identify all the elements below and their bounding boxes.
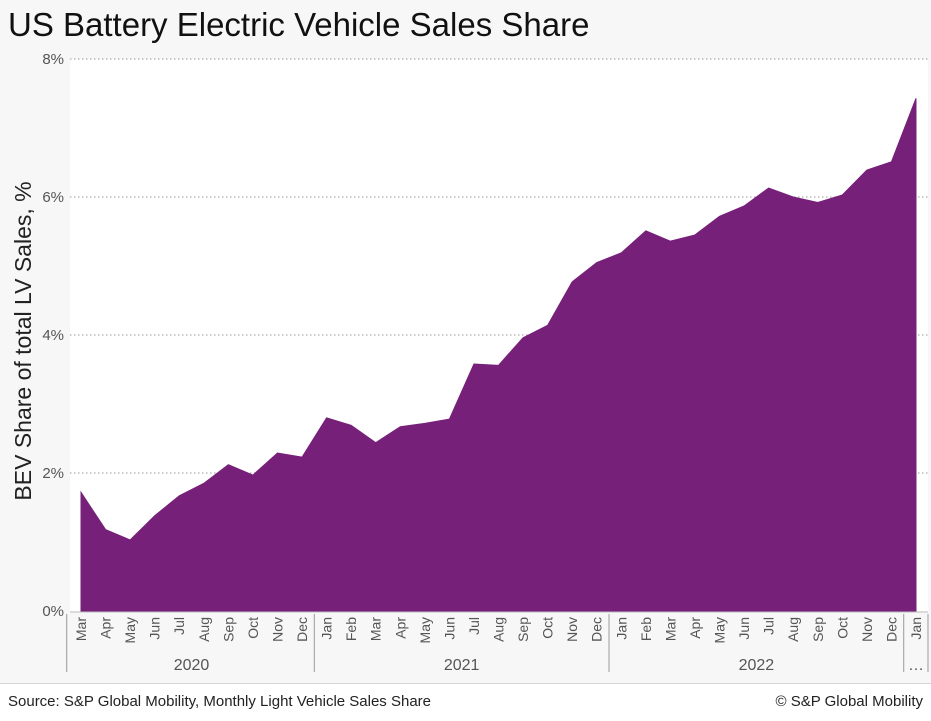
- x-tick-label: Jul: [761, 617, 777, 635]
- x-tick-label: Feb: [638, 617, 654, 641]
- x-tick-label: Mar: [73, 617, 89, 641]
- x-tick-label: Dec: [589, 617, 605, 642]
- x-tick-label: Sep: [220, 617, 236, 642]
- bev-share-area: [80, 98, 917, 612]
- year-label: 2022: [739, 657, 775, 674]
- copyright-credit: © S&P Global Mobility: [775, 693, 923, 710]
- x-tick-label: Oct: [245, 617, 261, 639]
- x-tick-label: Jun: [736, 617, 752, 640]
- y-tick-label: 4%: [42, 327, 64, 344]
- x-tick-label: Nov: [859, 617, 875, 642]
- y-tick-label: 2%: [42, 465, 64, 482]
- x-tick-label: Aug: [196, 617, 212, 642]
- y-tick-label: 8%: [42, 51, 64, 68]
- year-label: 2020: [174, 657, 210, 674]
- x-tick-label: Oct: [834, 617, 850, 639]
- y-axis-title: BEV Share of total LV Sales, %: [10, 181, 36, 500]
- x-tick-label: Jan: [319, 617, 335, 640]
- x-tick-label: Mar: [368, 617, 384, 641]
- year-label: …: [908, 657, 924, 674]
- x-tick-label: Nov: [270, 617, 286, 642]
- x-tick-label: Apr: [687, 617, 703, 639]
- chart-title: US Battery Electric Vehicle Sales Share: [8, 6, 590, 43]
- x-tick-label: Oct: [540, 617, 556, 639]
- x-tick-label: Aug: [785, 617, 801, 642]
- y-tick-label: 0%: [42, 603, 64, 620]
- x-tick-label: Apr: [98, 617, 114, 639]
- x-tick-label: Jan: [613, 617, 629, 640]
- x-tick-label: Sep: [810, 617, 826, 642]
- x-tick-label: Sep: [515, 617, 531, 642]
- x-tick-label: Mar: [662, 617, 678, 641]
- x-tick-label: May: [417, 617, 433, 643]
- x-tick-label: May: [712, 617, 728, 643]
- x-tick-label: Jul: [466, 617, 482, 635]
- x-tick-label: Jun: [147, 617, 163, 640]
- x-tick-label: Jun: [441, 617, 457, 640]
- x-tick-label: Dec: [883, 617, 899, 642]
- x-tick-label: Dec: [294, 617, 310, 642]
- x-tick-label: Aug: [491, 617, 507, 642]
- x-tick-label: Feb: [343, 617, 359, 641]
- x-tick-label: Nov: [564, 617, 580, 642]
- x-tick-label: Apr: [392, 617, 408, 639]
- y-tick-label: 6%: [42, 189, 64, 206]
- source-note: Source: S&P Global Mobility, Monthly Lig…: [8, 693, 432, 710]
- bev-share-area-chart: 0% 2% 4% 6% 8% Mar Apr May Jun Jul Aug Sep Oct Nov Dec…: [10, 51, 929, 674]
- year-label: 2021: [444, 657, 480, 674]
- chart-footer: Source: S&P Global Mobility, Monthly Lig…: [0, 683, 931, 721]
- x-tick-label: Jan: [908, 617, 924, 640]
- x-tick-label: Jul: [171, 617, 187, 635]
- x-tick-label: May: [122, 617, 138, 643]
